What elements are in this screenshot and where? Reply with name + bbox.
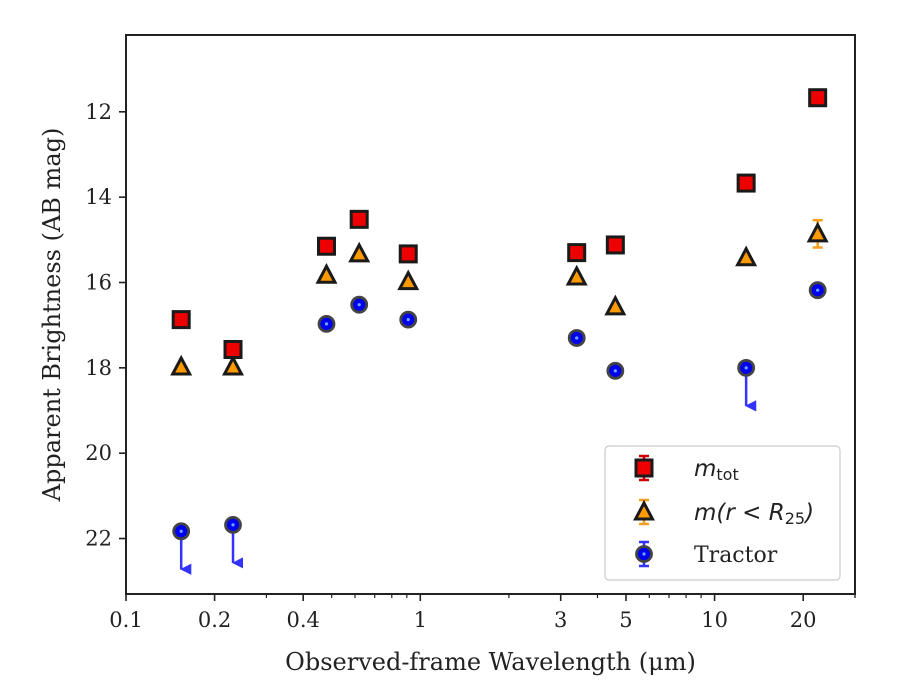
- data-point: [565, 264, 588, 286]
- data-point: [605, 235, 625, 255]
- y-tick-label: 12: [85, 100, 112, 124]
- data-point-center: [613, 369, 617, 373]
- legend-label: mtot: [694, 456, 739, 484]
- data-point: [604, 294, 627, 316]
- data-point: [735, 245, 758, 267]
- data-point-center: [231, 523, 235, 527]
- plot-area: [125, 34, 856, 595]
- data-point: [348, 241, 371, 263]
- x-tick-label: 20: [790, 608, 817, 632]
- data-point-center: [324, 322, 329, 326]
- data-point-center: [406, 318, 410, 322]
- data-point-center: [179, 529, 183, 533]
- legend-marker: [633, 499, 655, 521]
- legend-marker-center: [642, 552, 646, 556]
- x-tick-label: 0.1: [109, 608, 142, 632]
- series-circle-points: [172, 281, 827, 575]
- x-tick-label: 5: [619, 608, 632, 632]
- data-point: [806, 221, 829, 243]
- y-tick-label: 22: [85, 527, 112, 551]
- y-tick-label: 16: [85, 270, 112, 294]
- data-point: [349, 209, 369, 229]
- x-tick-label: 0.2: [198, 608, 231, 632]
- legend-label: m(r < R25): [694, 500, 814, 528]
- x-tick-label: 10: [701, 608, 728, 632]
- plot-frame: [125, 34, 856, 595]
- data-point: [397, 269, 420, 291]
- data-point: [736, 173, 756, 193]
- data-marks: [170, 88, 829, 575]
- data-point-center: [575, 336, 579, 340]
- data-point: [222, 354, 245, 376]
- y-axis-label: Apparent Brightness (AB mag): [38, 128, 66, 503]
- series-square-points: [171, 88, 828, 359]
- x-tick-label: 1: [414, 608, 427, 632]
- legend-label: Tractor: [694, 543, 778, 568]
- legend-entry: Tractor: [635, 540, 778, 568]
- data-point-center: [744, 366, 748, 370]
- data-point: [170, 354, 193, 376]
- axis-ticks: 0.1 0.2 0.4 1 3 5 10 20 12 14 16 18 20 22: [85, 100, 856, 632]
- data-point: [171, 310, 191, 330]
- x-axis-label: Observed-frame Wavelength (μm): [285, 648, 696, 676]
- legend-box: [604, 445, 841, 581]
- data-point-center: [357, 303, 361, 307]
- data-point: [315, 263, 338, 284]
- data-point: [808, 88, 828, 108]
- y-tick-label: 14: [85, 185, 112, 209]
- data-point: [398, 244, 418, 264]
- data-point: [567, 243, 587, 263]
- data-point-center: [816, 288, 820, 292]
- legend-entry: m(r < R25): [633, 498, 814, 528]
- series-triangle-points: [170, 218, 829, 376]
- x-tick-label: 0.4: [286, 608, 319, 632]
- legend-entry: mtot: [634, 454, 739, 484]
- legend-marker: [634, 458, 654, 478]
- y-tick-label: 18: [85, 356, 112, 380]
- legend: mtot m(r < R25) Tractor: [604, 445, 841, 581]
- x-tick-label: 3: [554, 608, 567, 632]
- data-point: [223, 339, 243, 359]
- data-point: [316, 236, 336, 256]
- y-tick-label: 20: [85, 441, 112, 465]
